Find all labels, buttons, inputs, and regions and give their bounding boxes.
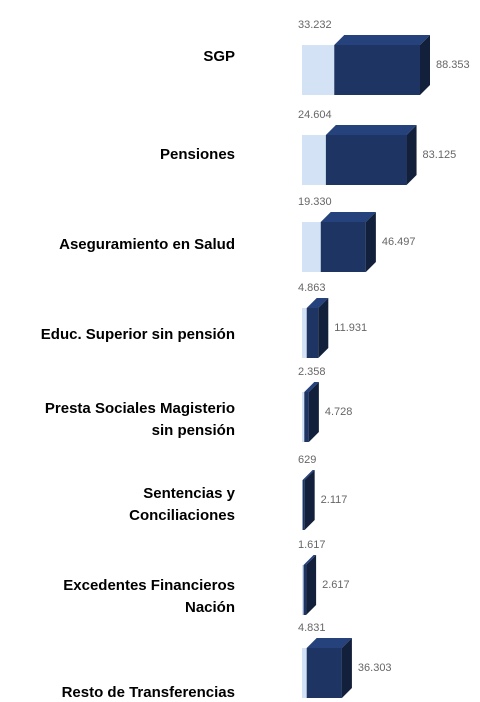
value-label: 2.117: [321, 494, 348, 506]
bar: [304, 382, 319, 442]
value-label: 83.125: [423, 149, 457, 161]
bar: [302, 382, 315, 442]
bar: [302, 638, 317, 698]
bar: [306, 298, 329, 358]
value-label: 88.353: [436, 59, 470, 71]
category-label: Presta Sociales Magisterio sin pensión: [44, 400, 235, 439]
category-label: Pensiones: [159, 146, 235, 163]
category-label: Sentencias y Conciliaciones: [129, 485, 235, 524]
value-label: 4.728: [325, 406, 353, 418]
bar: [325, 125, 417, 185]
value-label: 4.831: [298, 622, 326, 634]
value-label: 36.303: [358, 662, 392, 674]
bar: [320, 212, 376, 272]
value-label: 2.358: [298, 366, 326, 378]
bar: [302, 470, 315, 530]
category-label: Aseguramiento en Salud: [59, 236, 235, 253]
value-label: 629: [298, 454, 316, 466]
category-label: Excedentes Financieros Nación: [63, 577, 235, 616]
bar: [302, 35, 345, 95]
bar: [303, 555, 317, 615]
value-label: 24.604: [298, 109, 332, 121]
value-label: 33.232: [298, 19, 332, 31]
value-label: 19.330: [298, 196, 332, 208]
category-label: Resto de Transferencias: [61, 684, 235, 701]
value-label: 4.863: [298, 282, 326, 294]
bar: [334, 35, 430, 95]
bar: [302, 470, 313, 530]
bar: [302, 125, 336, 185]
category-label: SGP: [203, 48, 235, 65]
bar: [302, 298, 317, 358]
bar: [306, 638, 352, 698]
category-label: Educ. Superior sin pensión: [40, 326, 235, 343]
value-label: 1.617: [298, 539, 326, 551]
value-label: 2.617: [322, 579, 350, 591]
bar: [302, 212, 331, 272]
bar: [302, 555, 314, 615]
value-label: 11.931: [334, 322, 367, 334]
value-label: 46.497: [382, 236, 416, 248]
